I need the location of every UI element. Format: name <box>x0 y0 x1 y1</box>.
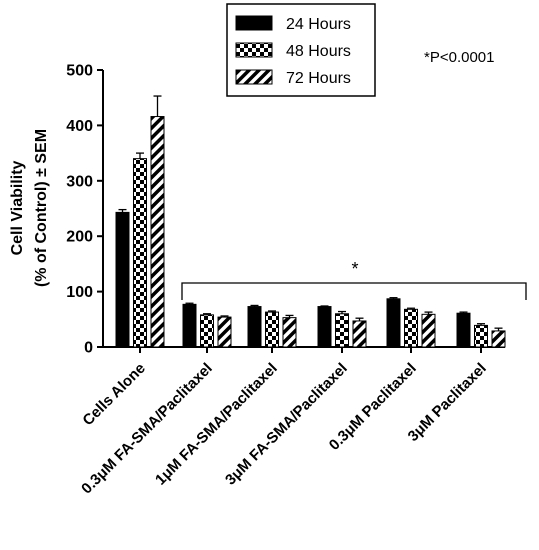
bar <box>386 298 401 348</box>
y-tick-label: 100 <box>66 284 93 301</box>
legend: 24 Hours 48 Hours 72 Hours <box>226 3 376 97</box>
legend-item: 24 Hours <box>235 15 351 33</box>
x-tick-label: 3μM FA-SMA/Paclitaxel <box>222 360 351 489</box>
legend-swatch <box>235 69 273 85</box>
x-tick-label: Cells Alone <box>79 360 148 429</box>
y-axis: 0 100 200 300 400 500 <box>66 63 104 357</box>
bar <box>182 303 197 348</box>
legend-label: 24 Hours <box>286 16 351 33</box>
bar <box>317 306 332 348</box>
bar-group <box>317 305 367 348</box>
y-tick-label: 0 <box>84 340 93 357</box>
bar <box>404 308 418 348</box>
y-tick-label: 200 <box>66 229 93 246</box>
bar <box>247 306 262 348</box>
bracket-star: * <box>351 259 358 279</box>
legend-item: 72 Hours <box>235 69 351 87</box>
p-value-annotation: *P<0.0001 <box>424 49 494 66</box>
bar-group <box>456 311 506 348</box>
legend-item: 48 Hours <box>235 42 351 60</box>
y-axis-title-line2: (% of Control) ± SEM <box>33 129 50 287</box>
y-tick-label: 500 <box>66 63 93 80</box>
x-tick-label: 0.3μM FA-SMA/Paclitaxel <box>78 360 216 498</box>
legend-swatch <box>235 15 273 31</box>
bar <box>335 313 349 348</box>
bar <box>217 316 232 348</box>
bar-group <box>115 95 165 348</box>
bar <box>200 314 214 348</box>
bar-group <box>247 304 297 348</box>
y-axis-title: Cell Viability (% of Control) ± SEM <box>9 129 50 287</box>
bar <box>150 116 165 348</box>
legend-label: 48 Hours <box>286 43 351 60</box>
bar <box>456 312 471 348</box>
y-tick-label: 400 <box>66 118 93 135</box>
bar <box>115 211 130 348</box>
bar <box>474 324 488 348</box>
bar <box>133 158 147 348</box>
bracket-line <box>181 282 527 300</box>
bar <box>352 320 367 348</box>
bar-group <box>386 297 436 348</box>
bars <box>115 95 506 348</box>
bar <box>421 313 436 348</box>
y-axis-title-line1: Cell Viability <box>9 160 26 255</box>
bar <box>282 317 297 348</box>
significance-bracket: * <box>181 259 527 300</box>
x-axis <box>103 346 505 353</box>
y-tick-label: 300 <box>66 173 93 190</box>
legend-swatch <box>235 42 273 58</box>
bar <box>265 311 279 348</box>
x-tick-label: 1μM FA-SMA/Paclitaxel <box>152 360 281 489</box>
bar <box>491 330 506 348</box>
bar-group <box>182 302 232 348</box>
legend-label: 72 Hours <box>286 70 351 87</box>
